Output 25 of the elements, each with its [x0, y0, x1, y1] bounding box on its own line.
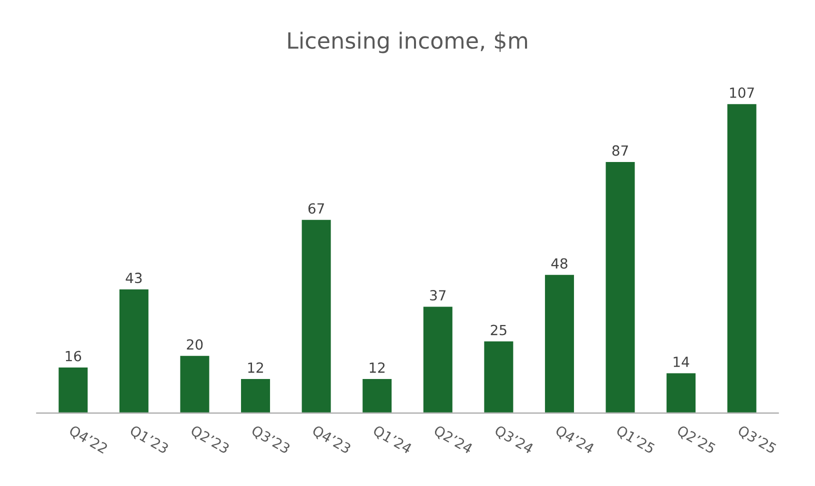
- bar: [300, 218, 332, 414]
- bar: [57, 366, 90, 414]
- data-label: 43: [126, 272, 142, 284]
- data-label: 107: [730, 87, 754, 98]
- data-label: 14: [674, 356, 690, 367]
- bar: [604, 160, 636, 414]
- bar: [665, 372, 697, 414]
- bar: [361, 378, 393, 414]
- data-label: 37: [430, 290, 446, 301]
- data-label: 67: [308, 203, 324, 214]
- chart-title: Licensing income, $m: [288, 32, 528, 54]
- data-label: 48: [551, 258, 568, 269]
- bar: [422, 305, 454, 414]
- bar: [178, 354, 211, 414]
- data-label: 12: [248, 362, 263, 373]
- data-label: 20: [186, 339, 203, 350]
- data-label: 16: [66, 350, 82, 362]
- data-label: 87: [612, 145, 628, 156]
- bar: [544, 273, 576, 414]
- bar: [482, 340, 515, 414]
- bar: [118, 288, 150, 414]
- data-label: 12: [370, 362, 385, 373]
- data-label: 25: [490, 324, 506, 336]
- bar: [240, 378, 272, 414]
- bar: [726, 102, 758, 414]
